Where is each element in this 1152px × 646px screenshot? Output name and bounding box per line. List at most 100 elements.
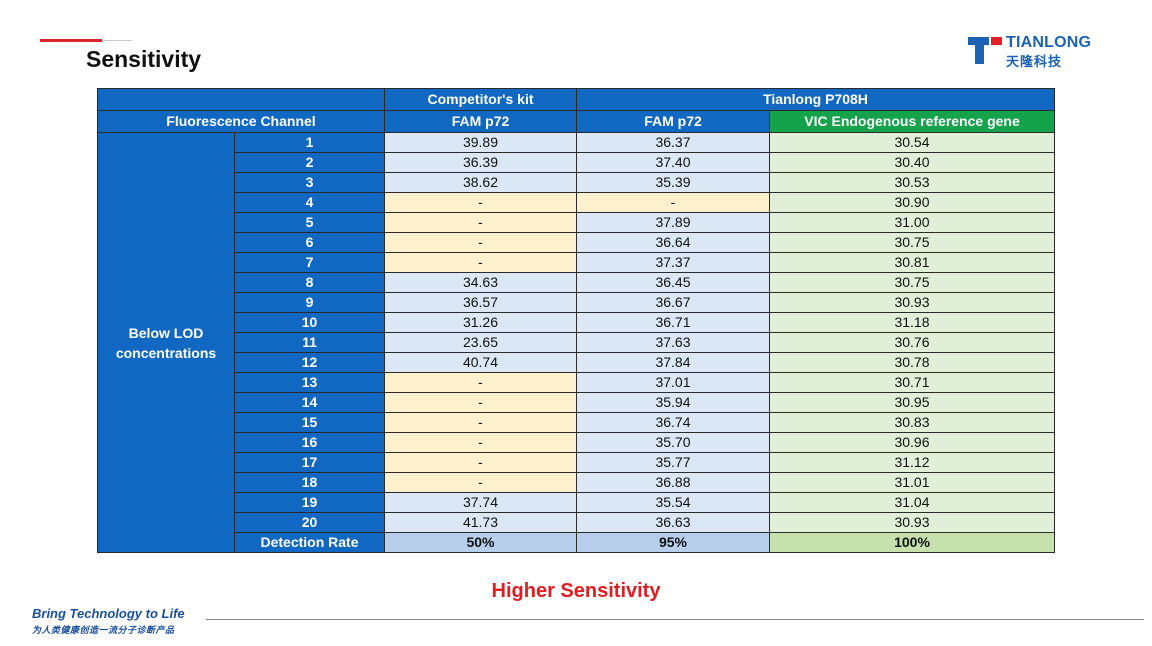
row-number: 14 [234, 392, 385, 413]
competitor-fam-value: - [384, 452, 577, 473]
competitor-fam-value: 36.57 [384, 292, 577, 313]
competitor-fam-value: - [384, 212, 577, 233]
tianlong-fam-value: 36.37 [576, 132, 770, 153]
tianlong-fam-value: 36.88 [576, 472, 770, 493]
detection-rate-row: Detection Rate 50% 95% 100% [98, 532, 1055, 553]
tianlong-fam-value: 35.54 [576, 492, 770, 513]
footer-slogan: Bring Technology to Life [32, 606, 185, 621]
tianlong-fam-value: 35.94 [576, 392, 770, 413]
table-row: 2 36.39 37.40 30.40 [98, 152, 1055, 173]
competitor-fam-value: 39.89 [384, 132, 577, 153]
table-row: 13-37.01 30.71 [98, 372, 1055, 393]
tianlong-vic-value: 30.96 [769, 432, 1055, 453]
tianlong-fam-value: 36.71 [576, 312, 770, 333]
table-row: 8 34.63 36.45 30.75 [98, 272, 1055, 293]
competitor-fam-value: 38.62 [384, 172, 577, 193]
table-row: 17-35.77 31.12 [98, 452, 1055, 473]
competitor-fam-value: 34.63 [384, 272, 577, 293]
table-row: 11 23.65 37.63 30.76 [98, 332, 1055, 353]
row-number: 17 [234, 452, 385, 473]
detection-rate-label: Detection Rate [234, 532, 385, 553]
detection-rate-tianlong-fam: 95% [576, 532, 770, 553]
table-row: 5-37.89 31.00 [98, 212, 1055, 233]
competitor-fam-value: 31.26 [384, 312, 577, 333]
table-row: 6-36.64 30.75 [98, 232, 1055, 253]
tianlong-vic-value: 31.01 [769, 472, 1055, 493]
group-header-empty [97, 88, 385, 111]
tianlong-vic-value: 30.93 [769, 512, 1055, 533]
group-header-competitor: Competitor's kit [384, 88, 577, 111]
row-number: 16 [234, 432, 385, 453]
table-row: 14-35.94 30.95 [98, 392, 1055, 413]
tianlong-fam-value: 35.77 [576, 452, 770, 473]
tianlong-vic-value: 30.71 [769, 372, 1055, 393]
tianlong-fam-value: 36.63 [576, 512, 770, 533]
footer-slogan-cn: 为人类健康创造一流分子诊断产品 [32, 625, 175, 635]
table-row: 15-36.74 30.83 [98, 412, 1055, 433]
competitor-fam-value: - [384, 412, 577, 433]
competitor-fam-value: - [384, 252, 577, 273]
competitor-fam-value: - [384, 432, 577, 453]
row-number: 4 [234, 192, 385, 213]
tianlong-vic-value: 31.18 [769, 312, 1055, 333]
tianlong-vic-value: 31.12 [769, 452, 1055, 473]
row-number: 8 [234, 272, 385, 293]
logo-name: TIANLONG [1006, 34, 1092, 51]
row-number: 15 [234, 412, 385, 433]
row-number: 18 [234, 472, 385, 493]
tianlong-fam-value: 37.84 [576, 352, 770, 373]
tianlong-fam-value: - [576, 192, 770, 213]
row-number: 20 [234, 512, 385, 533]
row-number: 12 [234, 352, 385, 373]
column-header-channel: Fluorescence Channel [97, 110, 385, 133]
tianlong-vic-value: 30.75 [769, 232, 1055, 253]
tianlong-fam-value: 37.63 [576, 332, 770, 353]
row-number: 11 [234, 332, 385, 353]
group-label-below-lod: Below LOD concentrations [97, 132, 235, 553]
row-number: 1 [234, 132, 385, 153]
group-header-row: Competitor's kit Tianlong P708H [97, 88, 1055, 111]
tianlong-logo: TIANLONG 天隆科技 [968, 34, 1118, 69]
logo-name-cn: 天隆科技 [1006, 54, 1063, 69]
tianlong-vic-value: 30.40 [769, 152, 1055, 173]
tianlong-vic-value: 30.53 [769, 172, 1055, 193]
row-number: 5 [234, 212, 385, 233]
tianlong-fam-value: 35.70 [576, 432, 770, 453]
row-number: 3 [234, 172, 385, 193]
tianlong-fam-value: 36.64 [576, 232, 770, 253]
table-row: 3 38.62 35.39 30.53 [98, 172, 1055, 193]
column-header-competitor-fam: FAM p72 [384, 110, 577, 133]
tianlong-vic-value: 30.78 [769, 352, 1055, 373]
column-header-tianlong-vic: VIC Endogenous reference gene [769, 110, 1055, 133]
row-number: 2 [234, 152, 385, 173]
table-row: 20 41.73 36.63 30.93 [98, 512, 1055, 533]
title-accent-line-gray [102, 40, 132, 41]
tianlong-fam-value: 37.37 [576, 252, 770, 273]
table-row: 16-35.70 30.96 [98, 432, 1055, 453]
tianlong-fam-value: 37.89 [576, 212, 770, 233]
competitor-fam-value: 23.65 [384, 332, 577, 353]
competitor-fam-value: 41.73 [384, 512, 577, 533]
sensitivity-table: Competitor's kit Tianlong P708H Fluoresc… [97, 88, 1055, 553]
tianlong-vic-value: 30.95 [769, 392, 1055, 413]
competitor-fam-value: - [384, 392, 577, 413]
tianlong-vic-value: 30.90 [769, 192, 1055, 213]
tianlong-vic-value: 30.75 [769, 272, 1055, 293]
tianlong-vic-value: 30.76 [769, 332, 1055, 353]
tianlong-vic-value: 30.83 [769, 412, 1055, 433]
tianlong-vic-value: 31.04 [769, 492, 1055, 513]
tianlong-vic-value: 30.81 [769, 252, 1055, 273]
page-title: Sensitivity [86, 46, 202, 72]
table-row: 7-37.37 30.81 [98, 252, 1055, 273]
column-header-row: Fluorescence Channel FAM p72 FAM p72 VIC… [97, 110, 1055, 133]
tianlong-fam-value: 36.67 [576, 292, 770, 313]
competitor-fam-value: 40.74 [384, 352, 577, 373]
tianlong-fam-value: 35.39 [576, 172, 770, 193]
tianlong-vic-value: 31.00 [769, 212, 1055, 233]
tianlong-vic-value: 30.54 [769, 132, 1055, 153]
column-header-tianlong-fam: FAM p72 [576, 110, 770, 133]
row-number: 6 [234, 232, 385, 253]
table-row: Below LOD concentrations 1 39.89 36.37 30.54 [97, 132, 1055, 553]
competitor-fam-value: 37.74 [384, 492, 577, 513]
row-number: 10 [234, 312, 385, 333]
